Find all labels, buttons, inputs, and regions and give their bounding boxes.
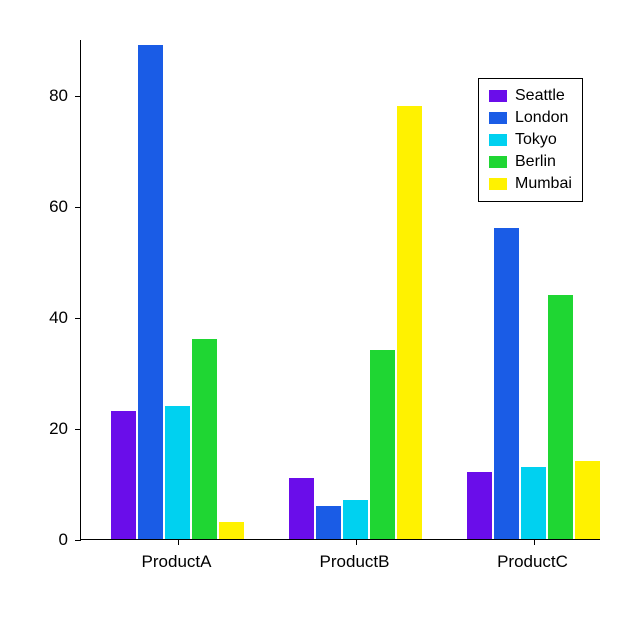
x-axis-label: ProductA bbox=[142, 552, 212, 572]
y-axis-label: 20 bbox=[49, 419, 68, 439]
y-axis-label: 80 bbox=[49, 86, 68, 106]
y-tick bbox=[75, 96, 81, 97]
legend-label: Mumbai bbox=[515, 175, 572, 193]
y-tick bbox=[75, 429, 81, 430]
legend-item: Seattle bbox=[489, 85, 572, 107]
legend-label: Berlin bbox=[515, 153, 556, 171]
y-axis-label: 60 bbox=[49, 197, 68, 217]
bar bbox=[138, 45, 163, 539]
y-axis-label: 0 bbox=[59, 530, 68, 550]
x-tick bbox=[178, 539, 179, 545]
legend-item: London bbox=[489, 107, 572, 129]
y-tick bbox=[75, 540, 81, 541]
bar bbox=[343, 500, 368, 539]
bar bbox=[289, 478, 314, 539]
bar bbox=[370, 350, 395, 539]
legend-item: Mumbai bbox=[489, 173, 572, 195]
grouped-bar-chart: 020406080 ProductAProductBProductC Seatt… bbox=[80, 40, 600, 540]
legend-label: Tokyo bbox=[515, 131, 557, 149]
y-tick bbox=[75, 318, 81, 319]
bar bbox=[467, 472, 492, 539]
x-tick bbox=[534, 539, 535, 545]
legend-item: Berlin bbox=[489, 151, 572, 173]
bar bbox=[494, 228, 519, 539]
bar bbox=[219, 522, 244, 539]
legend-swatch bbox=[489, 112, 507, 124]
legend-swatch bbox=[489, 90, 507, 102]
bar bbox=[165, 406, 190, 539]
legend-swatch bbox=[489, 156, 507, 168]
legend-swatch bbox=[489, 134, 507, 146]
legend-swatch bbox=[489, 178, 507, 190]
x-tick bbox=[356, 539, 357, 545]
y-axis-label: 40 bbox=[49, 308, 68, 328]
bar bbox=[548, 295, 573, 539]
bar bbox=[521, 467, 546, 539]
bar bbox=[397, 106, 422, 539]
bar bbox=[575, 461, 600, 539]
bar bbox=[316, 506, 341, 539]
x-axis-label: ProductC bbox=[497, 552, 568, 572]
legend-label: Seattle bbox=[515, 87, 565, 105]
legend-item: Tokyo bbox=[489, 129, 572, 151]
bar bbox=[111, 411, 136, 539]
legend-label: London bbox=[515, 109, 568, 127]
legend: Seattle London Tokyo Berlin Mumbai bbox=[478, 78, 583, 202]
bar bbox=[192, 339, 217, 539]
y-tick bbox=[75, 207, 81, 208]
x-axis-label: ProductB bbox=[320, 552, 390, 572]
